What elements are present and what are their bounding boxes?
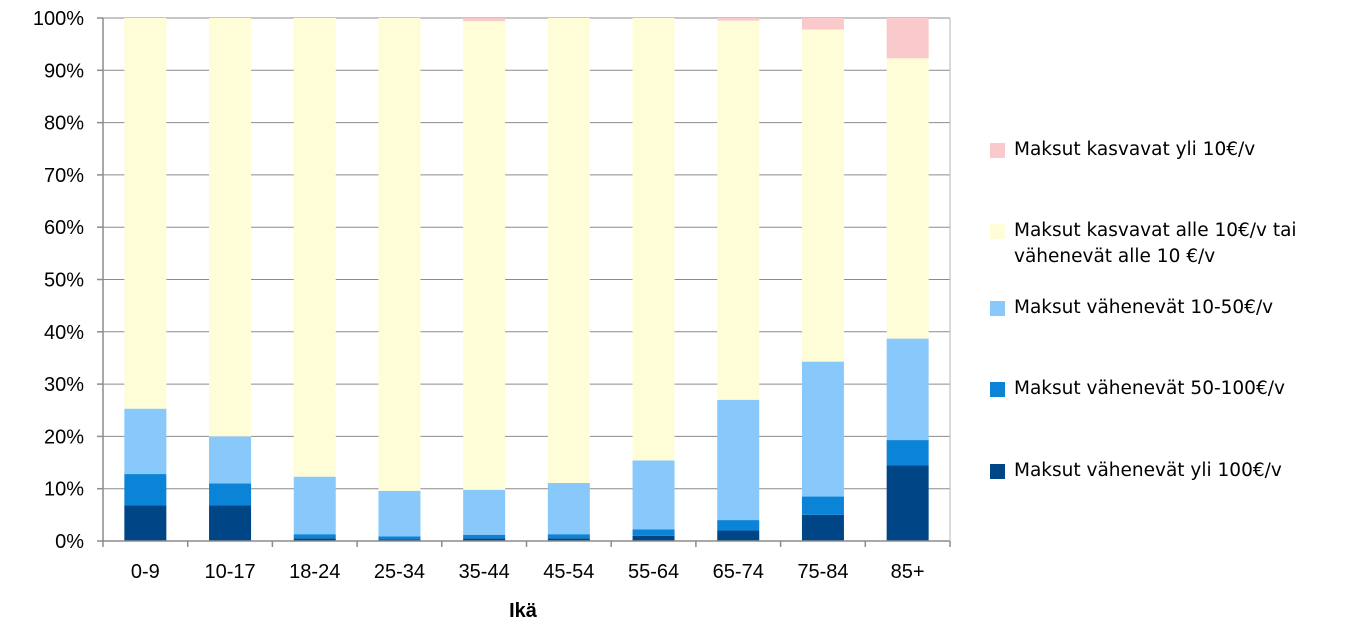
bar-segment bbox=[632, 18, 675, 461]
y-tick-label: 50% bbox=[44, 270, 84, 292]
bar-segment bbox=[717, 530, 760, 541]
y-tick-label: 30% bbox=[44, 374, 84, 396]
legend-item: Maksut kasvavat alle 10€/v tai vähenevät… bbox=[990, 218, 1354, 270]
x-tick-labels: 0-9 10-17 18-24 25-34 35-44 45-54 55-64 65-74 75… bbox=[131, 561, 925, 583]
y-tick-label: 0% bbox=[55, 531, 84, 553]
bar-segment bbox=[547, 538, 590, 541]
legend-swatch bbox=[990, 224, 1005, 239]
legend-swatch bbox=[990, 143, 1005, 158]
legend-item: Maksut kasvavat yli 10€/v bbox=[990, 137, 1354, 163]
legend-item: Maksut vähenevät yli 100€/v bbox=[990, 458, 1354, 484]
x-tick-label: 0-9 bbox=[131, 561, 160, 583]
x-tick-label: 10-17 bbox=[204, 561, 255, 583]
bar-segment bbox=[209, 505, 252, 541]
bar-segment bbox=[463, 534, 506, 539]
legend-label: Maksut kasvavat alle 10€/v tai vähenevät… bbox=[1014, 220, 1297, 267]
bar-segment bbox=[632, 460, 675, 530]
bar-segment bbox=[209, 436, 252, 484]
legend-item: Maksut vähenevät 10-50€/v bbox=[990, 295, 1354, 321]
y-tick-label: 70% bbox=[44, 165, 84, 187]
x-tick-label: 35-44 bbox=[459, 561, 510, 583]
x-tick-label: 45-54 bbox=[543, 561, 594, 583]
bar-segment bbox=[632, 529, 675, 536]
legend-swatch bbox=[990, 301, 1005, 316]
legend-label: Maksut vähenevät 10-50€/v bbox=[1014, 297, 1274, 318]
bar-segment bbox=[463, 489, 506, 535]
bar-segment bbox=[547, 18, 590, 483]
bar-segment bbox=[886, 18, 929, 59]
bar-segment bbox=[886, 58, 929, 339]
bar-segment bbox=[378, 536, 421, 540]
bar-segment bbox=[463, 21, 506, 490]
bar-segment bbox=[801, 514, 844, 541]
y-tick-label: 10% bbox=[44, 479, 84, 501]
bar-segment bbox=[717, 18, 760, 21]
bar-segment bbox=[463, 18, 506, 22]
bar-segment bbox=[378, 490, 421, 537]
bar-segment bbox=[378, 18, 421, 491]
bar-segment bbox=[463, 538, 506, 541]
legend-swatch bbox=[990, 464, 1005, 479]
bar-segment bbox=[293, 538, 336, 541]
bar-segment bbox=[886, 465, 929, 541]
x-tick-label: 18-24 bbox=[289, 561, 340, 583]
x-tick-label: 85+ bbox=[891, 561, 925, 583]
bar-segment bbox=[886, 440, 929, 466]
bar-segment bbox=[293, 534, 336, 539]
bar-segment bbox=[547, 482, 590, 535]
x-tick-label: 25-34 bbox=[374, 561, 425, 583]
bar-segment bbox=[886, 338, 929, 441]
bar-segment bbox=[293, 476, 336, 535]
legend-label: Maksut kasvavat yli 10€/v bbox=[1014, 139, 1256, 160]
legend-item: Maksut vähenevät 50-100€/v bbox=[990, 376, 1354, 402]
bar-segment bbox=[378, 539, 421, 541]
legend-swatch bbox=[990, 382, 1005, 397]
axes bbox=[97, 17, 951, 547]
bar-segment bbox=[801, 29, 844, 362]
y-tick-labels: 0% 10% 20% 30% 40% 50% 60% 70% 80% 90% 100% bbox=[33, 8, 84, 553]
y-tick-label: 40% bbox=[44, 322, 84, 344]
y-tick-label: 90% bbox=[44, 60, 84, 82]
y-tick-label: 80% bbox=[44, 113, 84, 135]
legend-label: Maksut vähenevät 50-100€/v bbox=[1014, 378, 1285, 399]
y-tick-label: 60% bbox=[44, 217, 84, 239]
bar-segment bbox=[209, 18, 252, 437]
bar-segment bbox=[209, 483, 252, 506]
bar-segment bbox=[547, 534, 590, 539]
x-tick-label: 55-64 bbox=[628, 561, 679, 583]
x-axis-label: Ikä bbox=[509, 600, 538, 622]
bar-segment bbox=[124, 474, 167, 506]
legend-label: Maksut vähenevät yli 100€/v bbox=[1014, 460, 1282, 481]
bar-segment bbox=[717, 20, 760, 400]
bar-segment bbox=[124, 408, 167, 475]
bar-segment bbox=[124, 505, 167, 541]
bar-segment bbox=[293, 18, 336, 477]
bars bbox=[124, 18, 929, 541]
bar-segment bbox=[632, 535, 675, 541]
bar-segment bbox=[801, 361, 844, 497]
bar-segment bbox=[124, 18, 167, 409]
x-tick-label: 65-74 bbox=[713, 561, 764, 583]
bar-segment bbox=[801, 496, 844, 515]
bar-segment bbox=[717, 399, 760, 521]
y-tick-label: 100% bbox=[33, 8, 84, 30]
bar-segment bbox=[717, 520, 760, 531]
x-tick-label: 75-84 bbox=[797, 561, 848, 583]
y-tick-label: 20% bbox=[44, 426, 84, 448]
bar-segment bbox=[801, 18, 844, 30]
